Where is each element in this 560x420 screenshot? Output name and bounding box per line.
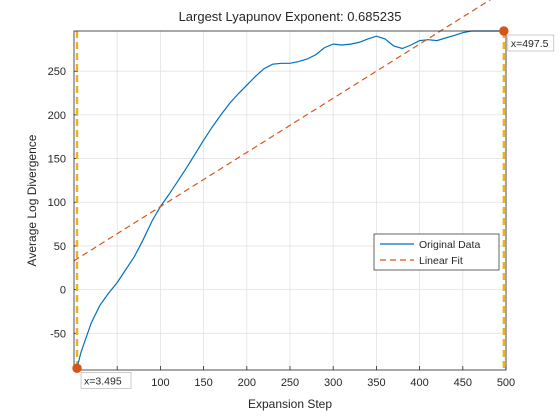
x-tick-label: 500: [497, 377, 515, 389]
y-tick-label: 200: [48, 110, 66, 122]
series-line-0: [76, 30, 504, 369]
y-tick-label: 50: [54, 241, 66, 253]
y-tick-label: 250: [48, 66, 66, 78]
y-axis-label: Average Log Divergence: [25, 134, 39, 266]
y-tick-label: -50: [50, 328, 66, 340]
legend-entry-linear-fit: Linear Fit: [419, 255, 463, 267]
series-line-1: [73, 0, 492, 262]
y-tick-label: 0: [60, 285, 66, 297]
data-tip-marker: [72, 363, 82, 373]
x-tick-label: 300: [324, 377, 342, 389]
annotations: x=3.495 x=497.5: [80, 34, 555, 389]
y-tick-label: 100: [48, 197, 66, 209]
data-tip-box: [507, 34, 555, 52]
vertical-markers: [75, 31, 506, 370]
x-tick-label: 250: [281, 377, 299, 389]
chart-title: Largest Lyapunov Exponent: 0.685235: [179, 9, 402, 24]
data-tip-label: x=497.5: [511, 38, 549, 50]
x-tick-label: 400: [410, 377, 428, 389]
data-tip-box: [80, 372, 132, 389]
endpoint-markers: [72, 26, 509, 373]
data-tip-label: x=3.495: [84, 375, 122, 387]
x-axis-label: Expansion Step: [248, 397, 332, 411]
series-layer: [73, 0, 504, 369]
x-tick-label: 200: [238, 377, 256, 389]
legend-entry-original-data: Original Data: [419, 239, 480, 251]
x-tick-label: 100: [151, 377, 169, 389]
y-tick-label: 150: [48, 154, 66, 166]
x-tick-label: 350: [367, 377, 385, 389]
data-tip-marker: [499, 26, 509, 36]
x-tick-label: 150: [194, 377, 212, 389]
legend-box: [373, 233, 500, 271]
axes-box: [73, 30, 507, 371]
legend: Original Data Linear Fit: [373, 233, 500, 271]
x-tick-label: 450: [454, 377, 472, 389]
